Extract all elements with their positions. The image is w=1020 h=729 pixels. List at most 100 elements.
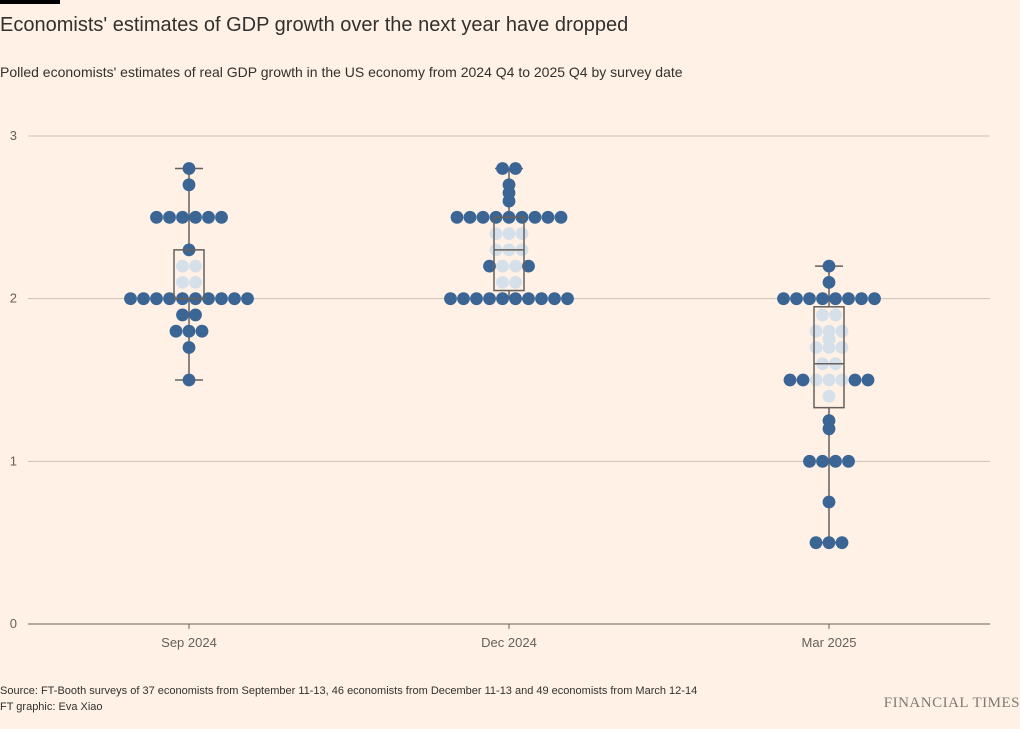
chart-title: Economists' estimates of GDP growth over… xyxy=(0,14,629,36)
data-point xyxy=(189,259,202,273)
data-point xyxy=(202,210,215,224)
data-point xyxy=(182,178,196,192)
data-point xyxy=(816,292,829,306)
data-point xyxy=(829,454,842,468)
x-tick-label: Sep 2024 xyxy=(161,635,217,650)
data-point xyxy=(777,292,790,306)
data-point xyxy=(496,292,509,306)
data-point xyxy=(835,324,849,338)
data-point xyxy=(241,292,254,306)
data-point xyxy=(541,210,555,224)
data-point xyxy=(509,276,522,289)
data-point xyxy=(829,308,842,322)
data-point xyxy=(554,210,568,224)
data-point xyxy=(816,308,829,322)
graphic-credit: FT graphic: Eva Xiao xyxy=(0,701,103,713)
x-tick-label: Dec 2024 xyxy=(481,635,537,650)
data-point xyxy=(189,308,202,322)
data-point xyxy=(189,276,202,289)
data-point xyxy=(215,292,228,306)
data-point xyxy=(150,210,163,224)
data-point xyxy=(163,210,176,224)
data-point xyxy=(522,292,535,306)
data-point xyxy=(182,324,196,338)
data-point xyxy=(522,259,535,273)
data-point xyxy=(803,454,816,468)
data-point xyxy=(163,292,176,306)
data-point xyxy=(189,210,202,224)
data-point xyxy=(463,210,477,224)
box-iqr xyxy=(813,306,845,409)
box-iqr xyxy=(493,216,525,292)
data-point xyxy=(483,259,496,273)
ft-logo: FINANCIAL TIMES xyxy=(883,695,1020,711)
data-point xyxy=(489,227,503,240)
data-point xyxy=(829,292,842,306)
footer: Source: FT-Booth surveys of 37 economist… xyxy=(0,683,697,715)
data-point xyxy=(215,210,228,224)
data-point xyxy=(476,210,490,224)
source-note: Source: FT-Booth surveys of 37 economist… xyxy=(0,685,698,697)
data-point xyxy=(835,373,849,387)
data-point xyxy=(822,373,836,387)
data-point xyxy=(822,324,836,338)
data-point xyxy=(835,341,849,354)
data-point xyxy=(496,276,509,289)
data-point xyxy=(842,454,855,468)
data-point xyxy=(444,292,457,306)
data-point xyxy=(835,536,849,550)
x-axis-labels: Sep 2024 Dec 2024 Mar 2025 xyxy=(161,624,856,650)
box-iqr xyxy=(173,249,205,300)
data-point xyxy=(509,162,522,175)
data-point xyxy=(150,292,163,306)
dot-layer xyxy=(124,162,881,550)
data-point xyxy=(496,162,509,175)
data-point xyxy=(822,495,836,509)
data-point xyxy=(483,292,496,306)
data-point xyxy=(450,210,464,224)
data-point xyxy=(809,341,823,354)
data-point xyxy=(535,292,548,306)
data-point xyxy=(809,536,823,550)
data-point xyxy=(528,210,542,224)
data-point xyxy=(182,373,196,387)
data-point xyxy=(822,414,836,428)
data-point xyxy=(822,389,836,403)
data-point xyxy=(809,324,823,338)
data-point xyxy=(502,178,516,192)
data-point xyxy=(137,292,150,306)
data-point xyxy=(842,292,855,306)
data-point xyxy=(182,162,196,175)
data-point xyxy=(803,292,816,306)
data-point xyxy=(509,292,522,306)
y-tick-label: 1 xyxy=(10,453,17,468)
data-point xyxy=(228,292,241,306)
data-point xyxy=(182,341,196,354)
data-point xyxy=(822,259,836,273)
data-point xyxy=(457,292,470,306)
top-accent-bar xyxy=(0,0,60,4)
data-point xyxy=(822,536,836,550)
data-point xyxy=(502,227,516,240)
data-point xyxy=(848,373,862,387)
chart-plot: 0 1 2 3 Sep 2024 Dec 2024 Mar 2025 xyxy=(10,128,990,650)
data-point xyxy=(509,259,522,273)
y-tick-label: 2 xyxy=(10,291,17,306)
chart-subtitle: Polled economists' estimates of real GDP… xyxy=(0,64,683,80)
data-point xyxy=(496,259,509,273)
data-point xyxy=(822,276,836,289)
x-tick-label: Mar 2025 xyxy=(802,635,857,650)
data-point xyxy=(195,324,209,338)
data-point xyxy=(868,292,881,306)
data-point xyxy=(861,373,875,387)
data-point xyxy=(515,227,529,240)
data-point xyxy=(470,292,483,306)
data-point xyxy=(796,373,810,387)
data-point xyxy=(561,292,574,306)
data-point xyxy=(816,454,829,468)
data-point xyxy=(176,259,189,273)
data-point xyxy=(202,292,215,306)
data-point xyxy=(855,292,868,306)
data-point xyxy=(783,373,797,387)
data-point xyxy=(176,276,189,289)
